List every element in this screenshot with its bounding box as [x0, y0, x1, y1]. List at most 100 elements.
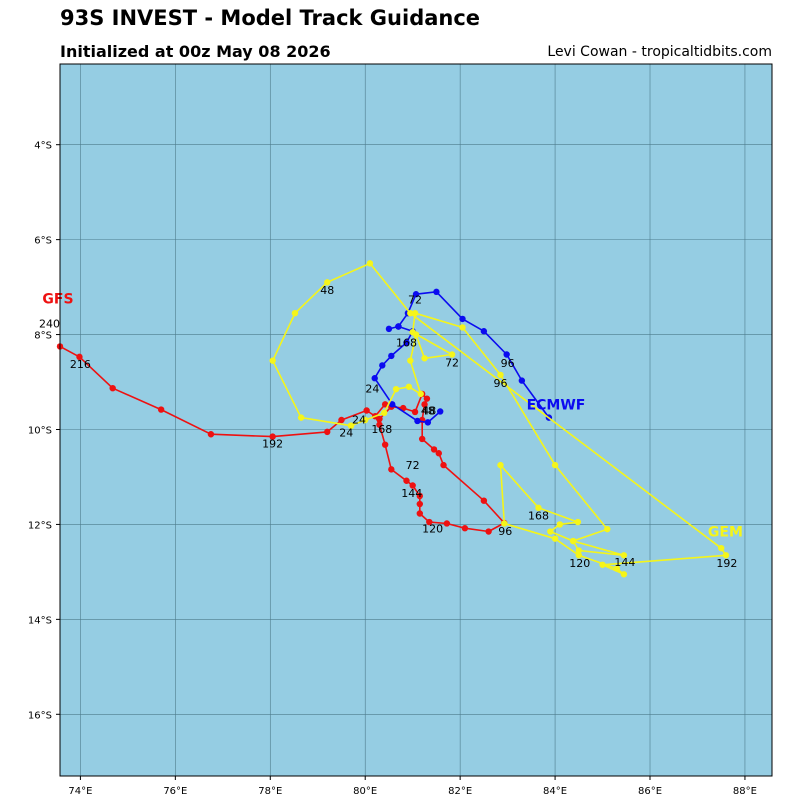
gem-hour-label: 144	[614, 556, 635, 569]
gfs-track-point	[416, 500, 423, 508]
gfs-track-point	[157, 406, 165, 413]
y-tick-label: 6°S	[34, 236, 52, 247]
gem-track-point	[620, 571, 628, 578]
gem-hour-label: 120	[569, 557, 590, 570]
ecmwf-track-point	[433, 288, 440, 296]
ecmwf-track-point	[403, 339, 410, 346]
label-layer: 24 72 144 120 96 48 168 192 216 240 GFS 24 48 72 96 168…	[39, 284, 743, 570]
gem-track-line	[271, 262, 727, 576]
y-tick-label: 4°S	[34, 141, 52, 152]
gem-track-point	[574, 518, 582, 526]
x-tick-label: 84°E	[543, 786, 567, 797]
gfs-track-point	[411, 408, 419, 416]
gem-track-point	[347, 422, 355, 429]
gem-track-point	[291, 310, 299, 317]
y-tick-label: 8°S	[34, 331, 52, 342]
gem-track-point	[269, 357, 276, 364]
gem-track-point	[448, 351, 456, 358]
gfs-track-point	[376, 421, 383, 428]
gem-track-point	[405, 383, 413, 390]
y-tick-label: 10°S	[28, 425, 52, 436]
gfs-track-point	[381, 401, 389, 408]
gem-track-point	[411, 310, 419, 317]
gfs-hour-label: 192	[262, 438, 283, 451]
ecmwf-track-point	[412, 291, 420, 298]
gfs-track-point	[324, 428, 331, 436]
x-tick-label: 74°E	[68, 786, 92, 797]
x-tick-label: 88°E	[733, 786, 757, 797]
gem-track-point	[613, 565, 620, 572]
gem-track	[269, 260, 730, 578]
gem-hour-label: 168	[528, 510, 549, 523]
ecmwf-track-point	[389, 401, 396, 408]
gem-track-point	[535, 504, 542, 512]
ecmwf-hour-label: 96	[501, 357, 515, 370]
gfs-track-point	[381, 441, 389, 448]
ecmwf-hour-label: 168	[396, 336, 417, 349]
ecmwf-track-point	[518, 377, 526, 384]
gem-track-point	[362, 416, 369, 424]
gfs-track-point	[440, 461, 447, 469]
gem-track-point	[407, 310, 414, 317]
ecmwf-track-point	[437, 408, 444, 415]
ecmwf-track-point	[459, 315, 466, 323]
gfs-model-label: GFS	[42, 292, 73, 308]
gem-track-point	[551, 535, 559, 542]
axis-layer: 74°E 76°E 78°E 80°E 82°E 84°E 86°E 88°E 4°S 6°S 8°…	[28, 141, 757, 797]
gfs-track-point	[485, 528, 492, 535]
gfs-track-point	[338, 416, 345, 424]
gem-track-point	[620, 552, 628, 559]
gfs-track-point	[480, 497, 488, 504]
x-tick-label: 86°E	[638, 786, 662, 797]
gfs-hour-label: 216	[70, 358, 91, 371]
gem-track-point	[497, 461, 504, 469]
gem-track-point	[718, 544, 725, 552]
gfs-hour-label: 144	[401, 487, 422, 500]
gem-track-point	[501, 520, 508, 527]
y-tick-label: 12°S	[28, 520, 52, 531]
ecmwf-track-point	[388, 352, 395, 360]
gfs-track-point	[421, 401, 428, 408]
gfs-hour-label: 120	[422, 522, 443, 535]
gem-track-point	[604, 525, 611, 533]
gfs-track-point	[376, 415, 383, 423]
plot-frame	[59, 63, 773, 777]
gem-track-point	[409, 328, 416, 336]
gfs-track-point	[430, 446, 438, 453]
track-layer	[56, 260, 730, 578]
page-subtitle: Initialized at 00z May 08 2026	[60, 42, 331, 61]
gfs-track-point	[269, 433, 276, 440]
ecmwf-track-point	[480, 328, 488, 335]
x-tick-label: 82°E	[448, 786, 472, 797]
gem-hour-label: 96	[493, 377, 507, 390]
ecmwf-track-point	[424, 419, 432, 426]
x-tick-label: 76°E	[163, 786, 187, 797]
gfs-track-point	[388, 466, 395, 473]
y-tick-label: 16°S	[28, 710, 52, 721]
ecmwf-track	[371, 288, 553, 426]
gem-track-point	[575, 552, 583, 559]
gem-track-point	[575, 547, 583, 554]
gem-hour-label: 24	[339, 427, 353, 440]
ecmwf-track-point	[379, 362, 386, 369]
ecmwf-track-point	[395, 323, 402, 330]
gem-hour-label: 192	[716, 557, 737, 570]
gfs-track-point	[426, 518, 433, 526]
ecmwf-track-point	[385, 325, 393, 333]
gfs-track-point	[76, 353, 83, 361]
ecmwf-track-point	[371, 375, 378, 382]
gfs-track-point	[109, 384, 116, 392]
gem-track-point	[547, 528, 554, 535]
gfs-track-point	[423, 395, 431, 402]
gfs-hour-label: 240	[39, 317, 60, 330]
gem-track-point	[497, 371, 504, 379]
gem-track-point	[556, 521, 564, 528]
ecmwf-model-label: ECMWF	[527, 398, 586, 414]
gem-track-point	[407, 357, 414, 364]
gem-track-point	[551, 461, 559, 469]
gfs-track-point	[443, 520, 451, 527]
gem-model-label: GEM	[708, 524, 743, 540]
ecmwf-hour-label: 72	[408, 294, 422, 307]
gem-track-point	[324, 279, 331, 286]
